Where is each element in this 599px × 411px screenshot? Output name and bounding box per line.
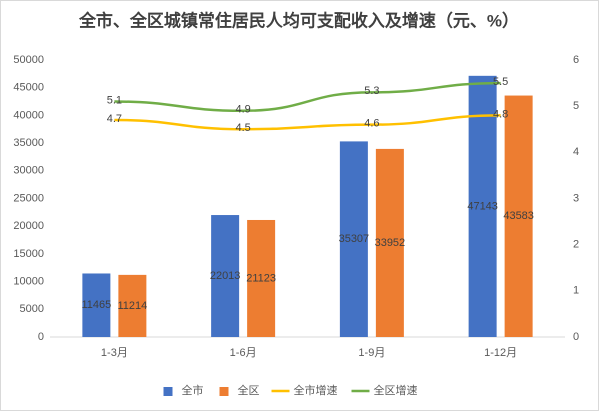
chart-title: 全市、全区城镇常住居民人均可支配收入及增速（元、%） xyxy=(78,10,519,30)
data-label: 11214 xyxy=(117,300,147,312)
data-label: 4.8 xyxy=(493,108,508,120)
bar xyxy=(375,148,404,337)
y2-tick-label: 3 xyxy=(573,192,579,204)
data-label: 5.5 xyxy=(493,76,508,88)
data-label: 22013 xyxy=(210,270,241,282)
x-tick-label: 1-3月 xyxy=(101,347,128,359)
x-tick-label: 1-12月 xyxy=(484,347,517,359)
line xyxy=(114,114,501,131)
x-tick-label: 1-9月 xyxy=(358,347,385,359)
data-label: 11465 xyxy=(81,299,111,311)
x-tick-label: 1-6月 xyxy=(230,347,257,359)
data-label: 4.6 xyxy=(364,118,379,130)
y2-tick-label: 1 xyxy=(573,285,579,297)
bar xyxy=(211,215,240,337)
y-tick-label: 25000 xyxy=(13,192,44,204)
legend-label: 全市 xyxy=(182,383,204,397)
y2-tick-label: 2 xyxy=(573,239,579,251)
bar xyxy=(339,141,368,337)
data-label: 35307 xyxy=(339,233,370,245)
y2-tick-label: 4 xyxy=(573,146,579,158)
data-label: 4.5 xyxy=(235,122,250,134)
bar xyxy=(118,274,147,337)
y2-tick-label: 0 xyxy=(573,331,579,343)
y-tick-label: 40000 xyxy=(13,109,44,121)
data-label: 4.7 xyxy=(107,113,122,125)
y-tick-label: 0 xyxy=(38,331,44,343)
data-label: 43583 xyxy=(503,210,534,222)
bar xyxy=(468,75,497,337)
data-label: 47143 xyxy=(467,200,498,212)
y2-tick-label: 5 xyxy=(573,100,579,112)
data-label: 33952 xyxy=(375,237,406,249)
legend-swatch xyxy=(219,387,229,396)
data-label: 5.3 xyxy=(364,85,379,97)
data-label: 21123 xyxy=(246,272,276,284)
legend-label: 全区增速 xyxy=(374,383,418,397)
y-tick-label: 10000 xyxy=(13,276,44,288)
data-label: 5.1 xyxy=(107,94,122,106)
y-tick-label: 45000 xyxy=(13,82,44,94)
legend-label: 全市增速 xyxy=(294,383,338,397)
y-tick-label: 5000 xyxy=(20,303,44,315)
y-tick-label: 20000 xyxy=(13,220,44,232)
y-tick-label: 30000 xyxy=(13,165,44,177)
bar xyxy=(82,273,111,337)
bar xyxy=(247,219,276,337)
data-label: 4.9 xyxy=(235,104,250,116)
line xyxy=(114,81,501,113)
legend-label: 全区 xyxy=(238,383,260,397)
bar xyxy=(504,95,533,338)
y2-tick-label: 6 xyxy=(573,54,579,66)
legend-swatch xyxy=(163,387,173,396)
y-tick-label: 50000 xyxy=(13,54,44,66)
y-tick-label: 15000 xyxy=(13,248,44,260)
y-tick-label: 35000 xyxy=(13,137,44,149)
